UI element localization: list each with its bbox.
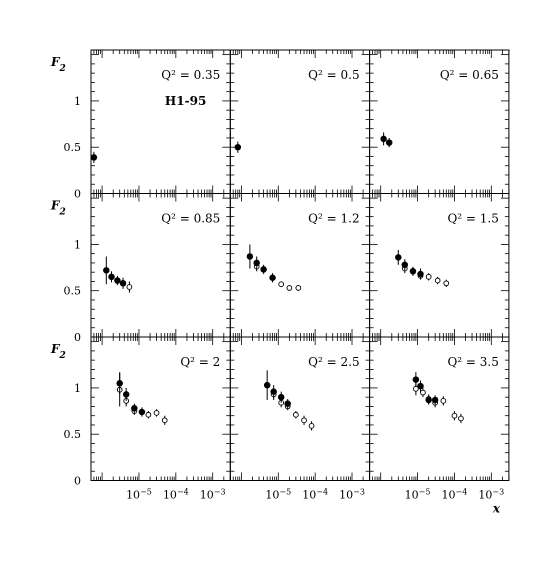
y-tick-label: 0 xyxy=(74,475,81,488)
x-tick-label: 10−4 xyxy=(302,487,328,502)
open-point xyxy=(425,273,432,280)
filled-point xyxy=(284,400,291,407)
filled-point xyxy=(116,380,123,387)
x-tick-label: 10−3 xyxy=(478,487,504,502)
filled-point xyxy=(114,277,121,284)
panel-7: Q² = 2 0 0.5 1 F2 10−5 10−4 10−3 xyxy=(50,336,231,502)
y-axis-label: F2 xyxy=(50,55,66,74)
q2-label: Q² = 1.2 xyxy=(308,212,359,226)
filled-point xyxy=(122,391,130,398)
y-tick-label: 0.5 xyxy=(64,285,82,298)
x-tick-label: 10−4 xyxy=(163,487,189,502)
panel-8: Q² = 2.5 10−5 10−4 10−3 xyxy=(229,336,371,502)
panel-9: Q² = 3.5 10−5 10−4 10−3 xyxy=(369,336,510,502)
filled-point xyxy=(395,254,402,261)
open-point xyxy=(451,412,458,419)
q2-label: Q² = 1.5 xyxy=(447,212,498,226)
q2-label: Q² = 2.5 xyxy=(308,355,359,369)
filled-point xyxy=(417,382,424,390)
filled-point xyxy=(119,280,127,287)
filled-point xyxy=(425,396,432,404)
x-tick-label: 10−3 xyxy=(339,487,365,502)
x-tick-label: 10−3 xyxy=(200,487,226,502)
open-point xyxy=(293,411,299,418)
open-point xyxy=(458,415,464,422)
y-axis-label: F2 xyxy=(50,342,66,361)
filled-point xyxy=(138,408,146,416)
panel-5: Q² = 1.2 xyxy=(229,193,371,338)
y-tick-label: 1 xyxy=(74,95,81,108)
y-tick-label: 0 xyxy=(74,331,81,344)
open-point xyxy=(420,389,426,396)
panel-3: Q² = 0.65 xyxy=(369,49,510,194)
open-point xyxy=(126,284,133,290)
open-point xyxy=(145,411,152,418)
x-tick-label: 10−4 xyxy=(442,487,468,502)
panel-2: Q² = 0.5 xyxy=(229,49,371,194)
open-point xyxy=(161,417,168,424)
filled-point xyxy=(385,139,393,146)
open-point xyxy=(301,417,307,424)
filled-point xyxy=(412,376,420,383)
q2-label: Q² = 0.65 xyxy=(440,68,499,82)
y-tick-label: 0.5 xyxy=(64,428,82,441)
q2-label: Q² = 3.5 xyxy=(447,355,498,369)
q2-label: Q² = 0.85 xyxy=(161,212,220,226)
y-tick-label: 1 xyxy=(74,382,81,395)
dataset-label: H1-95 xyxy=(165,94,206,108)
panel-6: Q² = 1.5 xyxy=(369,193,510,338)
filled-point xyxy=(409,268,417,275)
q2-label: Q² = 2 xyxy=(180,355,220,369)
filled-point xyxy=(263,381,271,389)
x-tick-label: 10−5 xyxy=(405,487,431,502)
panel-1: Q² = 0.35 H1-95 0 0.5 1 F2 xyxy=(50,49,231,201)
filled-point xyxy=(417,270,424,278)
y-axis-label: F2 xyxy=(50,199,66,218)
x-tick-label: 10−5 xyxy=(126,487,152,502)
panel-4: Q² = 0.85 0 0.5 1 F2 xyxy=(50,193,231,344)
open-point xyxy=(308,423,315,429)
open-point xyxy=(295,285,302,291)
filled-point xyxy=(108,273,115,281)
q2-label: Q² = 0.5 xyxy=(308,68,359,82)
filled-point xyxy=(270,388,277,395)
x-axis-label: x xyxy=(492,502,501,516)
filled-point xyxy=(260,266,267,273)
open-point xyxy=(286,285,293,291)
q2-label: Q² = 0.35 xyxy=(161,68,220,82)
filled-point xyxy=(431,396,439,404)
open-point xyxy=(440,398,447,404)
filled-point xyxy=(90,154,98,161)
open-point xyxy=(153,410,160,416)
filled-point xyxy=(103,267,110,274)
open-point xyxy=(278,281,285,288)
filled-point xyxy=(246,253,254,260)
filled-point xyxy=(253,259,260,267)
y-tick-label: 1 xyxy=(74,238,81,251)
filled-point xyxy=(269,274,276,281)
y-tick-label: 0.5 xyxy=(64,141,82,154)
panel-frame xyxy=(369,336,510,481)
filled-point xyxy=(380,135,387,143)
filled-point xyxy=(277,393,285,401)
open-point xyxy=(434,277,441,284)
open-point xyxy=(443,280,450,287)
filled-point xyxy=(401,261,409,269)
filled-point xyxy=(131,405,138,412)
y-tick-label: 0 xyxy=(74,188,81,201)
filled-point xyxy=(234,143,242,151)
x-tick-label: 10−5 xyxy=(265,487,291,502)
